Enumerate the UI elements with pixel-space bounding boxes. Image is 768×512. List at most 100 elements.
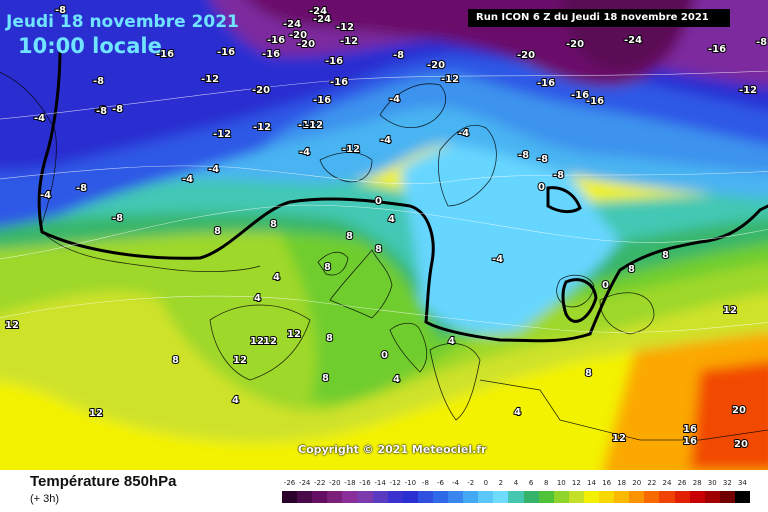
map-label: -8: [112, 104, 123, 115]
map-label: 12: [287, 329, 301, 340]
scale-swatch: [583, 491, 600, 503]
map-label: -8: [76, 183, 87, 194]
map-label: -12: [305, 120, 323, 131]
scale-swatch: [327, 491, 343, 503]
map-label: -12: [342, 144, 360, 155]
scale-swatch: [372, 491, 389, 503]
map-label: 8: [585, 368, 592, 379]
map-label: -16: [217, 47, 235, 58]
map-label: 0: [375, 196, 382, 207]
scale-swatch: [553, 491, 570, 503]
map-footer: Température 850hPa (+ 3h) -26 -24 -22 -20 -1…: [0, 470, 768, 512]
scale-label: -24: [298, 479, 311, 487]
scale-label: 8: [543, 479, 549, 487]
scale-swatch: [402, 491, 419, 503]
map-label: 8: [628, 264, 635, 275]
map-label: 16: [683, 436, 697, 447]
scale-swatch: [523, 491, 540, 503]
map-label: -16: [708, 44, 726, 55]
scale-label: 0: [483, 479, 489, 487]
map-label: -20: [566, 39, 584, 50]
map-label: -8: [756, 37, 767, 48]
map-label: 12: [250, 336, 264, 347]
map-label: -24: [309, 6, 327, 17]
scale-swatch: [357, 491, 374, 503]
scale-label: 14: [587, 479, 596, 487]
map-label: -8: [518, 150, 529, 161]
scale-swatch: [644, 491, 660, 503]
map-label: -20: [517, 50, 535, 61]
map-label: 16: [683, 424, 697, 435]
map-label: 4: [448, 336, 455, 347]
map-label: -8: [93, 76, 104, 87]
scale-label: -18: [344, 479, 356, 487]
map-label: -16: [267, 35, 285, 46]
map-label: -8: [393, 50, 404, 61]
map-label: -8: [96, 106, 107, 117]
map-label: 8: [322, 373, 329, 384]
map-label: -4: [380, 135, 391, 146]
map-label: 8: [662, 250, 669, 261]
map-label: -8: [537, 154, 548, 165]
coastlines: [0, 71, 768, 441]
color-scale-bar: [282, 491, 751, 503]
map-label: 0: [538, 182, 545, 193]
map-label: 20: [732, 405, 746, 416]
scale-label: -22: [314, 479, 326, 487]
scale-label: 2: [498, 479, 504, 487]
map-label: -12: [441, 74, 459, 85]
scale-swatch: [297, 491, 313, 503]
map-label: -16: [313, 95, 331, 106]
scale-swatch: [674, 491, 691, 503]
map-label: -24: [313, 14, 331, 25]
scale-label: -2: [467, 479, 475, 487]
map-label: -4: [299, 147, 310, 158]
map-label: -16: [586, 96, 604, 107]
scale-swatch: [478, 491, 494, 503]
map-label: 12: [723, 305, 737, 316]
isotherm-labels: -8 -16 -16 -24 -12 -20 -24 -12 -20 -16 -…: [4, 4, 768, 451]
scale-label: 18: [617, 479, 627, 487]
map-label: 12: [5, 320, 19, 331]
map-label: -20: [289, 30, 307, 41]
scale-swatch: [493, 491, 509, 503]
map-label: -16: [330, 77, 348, 88]
temperature-field: [0, 0, 768, 470]
scale-swatch: [659, 491, 675, 503]
map-label: 8: [324, 262, 331, 273]
scale-label: 26: [677, 479, 687, 487]
map-label: 20: [734, 439, 748, 450]
scale-label: -4: [452, 479, 460, 487]
map-label: -16: [156, 49, 174, 60]
map-label: 8: [270, 219, 277, 230]
scale-swatch: [689, 491, 706, 503]
scale-swatch: [568, 491, 585, 503]
map-label: -16: [262, 49, 280, 60]
scale-swatch: [282, 491, 298, 503]
map-label: -12: [340, 36, 358, 47]
map-label: -8: [95, 105, 106, 116]
isotherm-minor: [0, 70, 768, 333]
scale-swatch: [599, 491, 615, 503]
map-label: -8: [55, 5, 66, 16]
map-label: -12: [201, 74, 219, 85]
scale-label: -12: [389, 479, 401, 487]
scale-swatch: [463, 491, 479, 503]
scale-swatch: [448, 491, 464, 503]
scale-label: 24: [662, 479, 672, 487]
map-label: -4: [389, 94, 400, 105]
map-label: 12: [263, 336, 277, 347]
map-label: -12: [739, 85, 757, 96]
map-label: -4: [182, 174, 193, 185]
map-label: 8: [346, 231, 353, 242]
scale-label: -20: [329, 479, 341, 487]
scale-swatch: [629, 491, 645, 503]
map-label: 8: [326, 333, 333, 344]
scale-swatch: [387, 491, 404, 503]
scale-label: 30: [707, 479, 717, 487]
map-label: -4: [492, 254, 503, 265]
scale-swatch: [432, 491, 449, 503]
scale-swatch: [417, 491, 434, 503]
scale-swatch: [312, 491, 328, 503]
